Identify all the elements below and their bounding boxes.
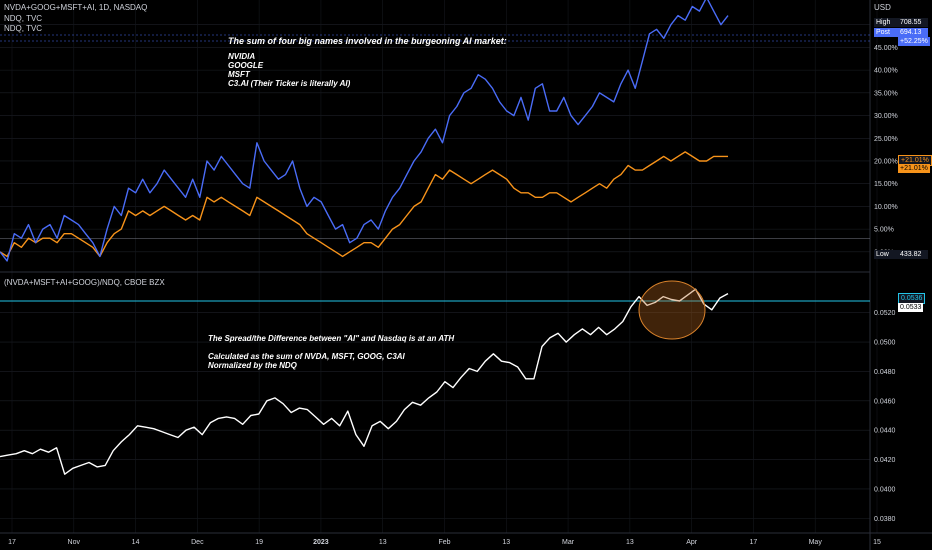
x-tick-label: Apr [686,539,698,546]
currency-label: USD [874,3,891,12]
x-tick-label: Feb [438,539,450,546]
y-tick-label-top: 30.00% [874,113,898,120]
high-value: 708.55 [900,19,922,26]
y-tick-label-top: 45.00% [874,45,898,52]
high-label: High [876,19,891,26]
x-tick-label: 13 [502,539,510,546]
ai-name-c3ai: C3.AI (Their Ticker is literally AI) [228,79,351,88]
y-tick-label-bottom: 0.0440 [874,428,896,435]
low-label: Low [876,251,889,258]
y-tick-label-top: 40.00% [874,68,898,75]
x-tick-label: Dec [191,539,204,546]
series-layer [0,0,729,475]
symbol-legend[interactable]: NVDA+GOOG+MSFT+AI, 1D, NASDAQ [4,3,148,12]
x-tick-label: Nov [68,539,81,546]
y-tick-label-bottom: 0.0380 [874,516,896,523]
ratio-legend[interactable]: (NVDA+MSFT+AI+GOOG)/NDQ, CBOE BZX [4,278,165,287]
post-label: Post [876,29,891,36]
x-tick-label: 2023 [313,539,329,546]
ndq-legend-1[interactable]: NDQ, TVC [4,14,43,23]
y-tick-label-top: 10.00% [874,204,898,211]
ai-name-google: GOOGLE [228,61,264,70]
low-value: 433.82 [900,251,922,258]
y-tick-label-top: 5.00% [874,227,894,234]
y-tick-label-bottom: 0.0500 [874,340,896,347]
ai-name-msft: MSFT [228,70,250,79]
y-tick-label-top: 35.00% [874,90,898,97]
x-tick-label: 17 [750,539,758,546]
x-tick-label: May [809,539,823,546]
x-tick-label: 13 [626,539,634,546]
ratio-white-tag: 0.0533 [898,303,924,312]
y-tick-label-top: 25.00% [874,136,898,143]
ath-highlight-circle [638,280,706,340]
high-tag: High 708.55 [874,18,928,27]
spread-line-3: Normalized by the NDQ [208,361,297,370]
x-tick-label: 15 [873,539,881,546]
x-tick-label: 17 [8,539,16,546]
x-tick-label: 14 [132,539,140,546]
x-tick-label: Mar [562,539,575,546]
series-line-ai-basket [0,0,729,262]
y-tick-label-bottom: 0.0400 [874,486,896,493]
y-tick-label-bottom: 0.0480 [874,369,896,376]
y-tick-label-bottom: 0.0520 [874,310,896,317]
post-tag: Post 694.13 [874,28,928,37]
series-line-ratio [0,288,729,475]
time-axis: 17 Nov 14 Dec 19 2023 13 Feb 13 Mar 13 Apr 17 May 15 [8,539,881,546]
ai-title-note: The sum of four big names involved in th… [228,36,507,46]
grid-lines [0,0,878,533]
series-line-ndq [0,151,728,258]
blue-pct-tag: +52.25% [898,37,930,46]
y-tick-label-bottom: 0.0460 [874,398,896,405]
ai-name-nvidia: NVIDIA [228,52,256,61]
x-tick-label: 19 [255,539,263,546]
y-tick-label-top: 15.00% [874,181,898,188]
post-value: 694.13 [900,29,922,36]
spread-title-note: The Spread/the Difference between "AI" a… [208,334,455,343]
y-tick-label-top: 20.00% [874,158,898,165]
orange-pct-tag-2: +21.01% [898,164,930,173]
x-tick-label: 13 [379,539,387,546]
price-axis-bottom: 0.0380 0.0400 0.0420 0.0440 0.0460 0.0480 0.05… [874,310,896,523]
low-tag: Low 433.82 [874,250,928,259]
y-tick-label-bottom: 0.0420 [874,457,896,464]
ndq-legend-2[interactable]: NDQ, TVC [4,24,43,33]
spread-line-2: Calculated as the sum of NVDA, MSFT, GOO… [208,352,405,361]
